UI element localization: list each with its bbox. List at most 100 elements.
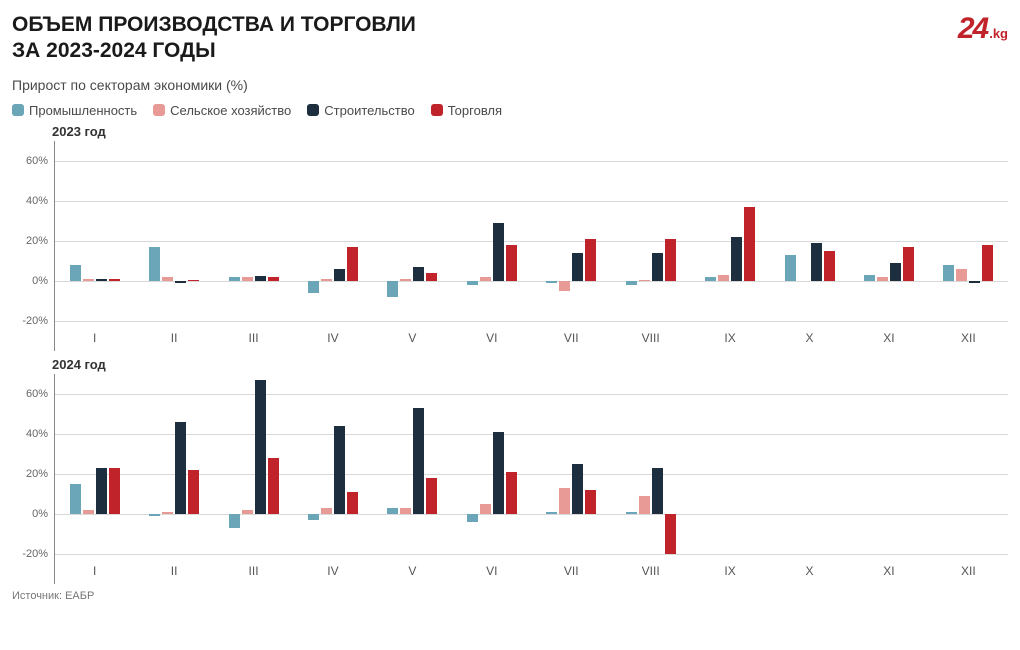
bar <box>731 237 742 281</box>
bar <box>255 276 266 281</box>
bar <box>162 277 173 281</box>
x-tick-label: IX <box>690 331 769 351</box>
bar <box>96 468 107 514</box>
bar <box>70 484 81 514</box>
x-tick-label: III <box>214 564 293 584</box>
legend-item: Торговля <box>431 103 502 118</box>
bar <box>188 280 199 281</box>
x-axis-labels: IIIIIIIVVVIVIIVIIIIXXXIXII <box>55 331 1008 351</box>
bar-group <box>690 141 769 331</box>
bar <box>877 277 888 281</box>
plot-area: IIIIIIIVVVIVIIVIIIIXXXIXII <box>54 374 1008 584</box>
y-axis: -20%0%20%40%60% <box>12 141 54 351</box>
subtitle: Прирост по секторам экономики (%) <box>12 77 1008 93</box>
x-tick-label: II <box>134 331 213 351</box>
bar-group <box>373 374 452 564</box>
logo-kg: .kg <box>989 26 1008 41</box>
bar <box>493 223 504 281</box>
y-tick-label: 40% <box>26 195 48 207</box>
bar <box>83 279 94 281</box>
bar <box>387 281 398 297</box>
bar <box>982 245 993 281</box>
bar <box>413 408 424 514</box>
x-tick-label: V <box>373 331 452 351</box>
bar-group <box>214 374 293 564</box>
chart-year-title: 2023 год <box>52 124 1008 139</box>
bar <box>96 279 107 281</box>
bar <box>400 279 411 281</box>
bar <box>387 508 398 514</box>
bar <box>506 472 517 514</box>
bar <box>559 281 570 291</box>
bar-group <box>214 141 293 331</box>
bar <box>242 277 253 281</box>
bar-group <box>849 374 928 564</box>
source-text: Источник: ЕАБР <box>12 590 1008 602</box>
bar-groups <box>55 141 1008 331</box>
bar-group <box>293 141 372 331</box>
bar <box>413 267 424 281</box>
bar <box>175 422 186 514</box>
x-tick-label: XI <box>849 331 928 351</box>
bar-group <box>532 141 611 331</box>
y-tick-label: 40% <box>26 428 48 440</box>
bar-group <box>849 141 928 331</box>
bar <box>903 247 914 281</box>
bar <box>467 281 478 285</box>
legend-swatch <box>12 104 24 116</box>
x-tick-label: X <box>770 564 849 584</box>
x-tick-label: VIII <box>611 564 690 584</box>
y-tick-label: 0% <box>32 508 48 520</box>
x-tick-label: IV <box>293 564 372 584</box>
bar <box>334 426 345 514</box>
y-tick-label: 20% <box>26 235 48 247</box>
x-tick-label: VI <box>452 331 531 351</box>
x-tick-label: IX <box>690 564 769 584</box>
bar <box>585 490 596 514</box>
chart-block: 2023 год-20%0%20%40%60%IIIIIIIVVVIVIIVII… <box>12 124 1008 351</box>
legend-swatch <box>307 104 319 116</box>
x-tick-label: III <box>214 331 293 351</box>
bar-group <box>134 141 213 331</box>
legend-item: Сельское хозяйство <box>153 103 291 118</box>
charts-container: 2023 год-20%0%20%40%60%IIIIIIIVVVIVIIVII… <box>12 124 1008 584</box>
x-tick-label: VI <box>452 564 531 584</box>
bar <box>229 514 240 528</box>
bar-group <box>690 374 769 564</box>
x-tick-label: II <box>134 564 213 584</box>
bar <box>467 514 478 522</box>
bar-group <box>532 374 611 564</box>
y-tick-label: -20% <box>22 315 48 327</box>
header: ОБЪЕМ ПРОИЗВОДСТВА И ТОРГОВЛИ ЗА 2023-20… <box>12 12 1008 65</box>
bar-group <box>293 374 372 564</box>
bar <box>546 512 557 514</box>
bar-group <box>929 374 1008 564</box>
bar <box>665 239 676 281</box>
y-axis: -20%0%20%40%60% <box>12 374 54 584</box>
y-tick-label: 20% <box>26 468 48 480</box>
y-tick-label: 60% <box>26 388 48 400</box>
bar <box>652 468 663 514</box>
bar <box>400 508 411 514</box>
bar <box>626 512 637 514</box>
chart-block: 2024 год-20%0%20%40%60%IIIIIIIVVVIVIIVII… <box>12 357 1008 584</box>
bar <box>334 269 345 281</box>
bar <box>268 458 279 514</box>
bar <box>943 265 954 281</box>
legend-label: Строительство <box>324 103 414 118</box>
bar <box>149 247 160 281</box>
title-line-1: ОБЪЕМ ПРОИЗВОДСТВА И ТОРГОВЛИ <box>12 12 416 38</box>
legend-swatch <box>153 104 165 116</box>
bar <box>175 281 186 283</box>
bar <box>426 478 437 514</box>
bar-group <box>373 141 452 331</box>
bar <box>321 279 332 281</box>
bar <box>347 492 358 514</box>
bar <box>572 253 583 281</box>
plot-area: IIIIIIIVVVIVIIVIIIIXXXIXII <box>54 141 1008 351</box>
bar <box>162 512 173 514</box>
bar <box>546 281 557 283</box>
bar <box>255 380 266 514</box>
chart: -20%0%20%40%60%IIIIIIIVVVIVIIVIIIIXXXIXI… <box>12 141 1008 351</box>
bar-group <box>55 141 134 331</box>
